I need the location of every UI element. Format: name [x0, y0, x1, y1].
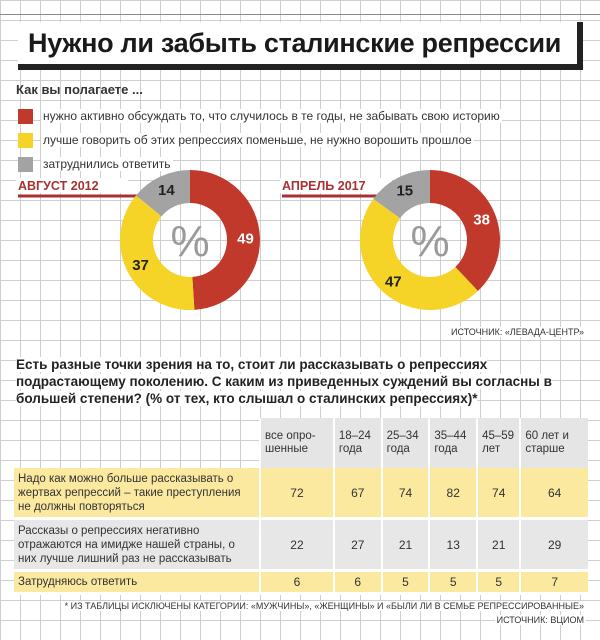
slice-label: 14	[158, 182, 175, 199]
table-row: Рассказы о репрессиях негативно отражают…	[14, 520, 588, 572]
header-blank	[14, 418, 259, 468]
title-box: Нужно ли забыть сталинские репрессии	[18, 22, 583, 70]
legend-swatch-yellow	[18, 132, 33, 148]
legend-swatch-red	[18, 108, 33, 124]
table-row: Надо как можно больше рассказывать о жер…	[14, 468, 588, 520]
table-header-row: все опро-шенные 18–24 года 25–34 года 35…	[14, 418, 588, 468]
legend-swatch-gray	[18, 156, 33, 172]
column-header: 60 лет и старше	[519, 418, 588, 468]
pie-slice	[119, 195, 195, 310]
table-cell: 5	[380, 572, 429, 595]
table-cell: 6	[259, 572, 333, 595]
table-cell: 5	[428, 572, 477, 595]
legend-item-discuss: нужно активно обсуждать то, что случилос…	[18, 104, 502, 128]
legend-label: нужно активно обсуждать то, что случилос…	[41, 109, 502, 123]
column-header: 18–24 года	[332, 418, 381, 468]
legend-label: лучше говорить об этих репрессиях помень…	[41, 133, 474, 147]
pie-slice	[373, 170, 430, 219]
survey-table: все опро-шенные 18–24 года 25–34 года 35…	[14, 418, 588, 595]
title-bg	[16, 178, 128, 193]
legend: нужно активно обсуждать то, что случилос…	[18, 104, 502, 176]
table-footnote: * ИЗ ТАБЛИЦЫ ИСКЛЮЧЕНЫ КАТЕГОРИИ: «МУЖЧИ…	[62, 601, 586, 611]
table-cell: 6	[332, 572, 381, 595]
page-title: Нужно ли забыть сталинские репрессии	[28, 27, 562, 58]
slice-label: 49	[237, 230, 254, 247]
row-label: Надо как можно больше рассказывать о жер…	[14, 468, 259, 520]
row-label: Затрудняюсь ответить	[14, 572, 259, 595]
top-rule	[0, 14, 600, 15]
question-text: Как вы полагаете ...	[16, 82, 143, 97]
table-cell: 74	[476, 468, 520, 520]
source-levada: ИСТОЧНИК: «ЛЕВАДА-ЦЕНТР»	[449, 327, 586, 337]
slice-label: 47	[385, 274, 402, 291]
percent-sign: %	[170, 217, 209, 266]
legend-label: затруднились ответить	[41, 157, 173, 171]
table-cell: 7	[519, 572, 588, 595]
table-cell: 64	[519, 468, 588, 520]
table-cell: 21	[476, 520, 520, 572]
table-cell: 67	[332, 468, 381, 520]
table-row: Затрудняюсь ответить 6 6 5 5 5 7	[14, 572, 588, 595]
percent-sign: %	[410, 217, 449, 266]
slice-label: 15	[396, 183, 413, 200]
pie-slice	[359, 198, 478, 311]
column-header: 25–34 года	[380, 418, 429, 468]
pie-slice	[430, 170, 500, 292]
title-bg	[280, 178, 392, 193]
table-cell: 27	[332, 520, 381, 572]
table-cell: 13	[428, 520, 477, 572]
slice-label: 37	[132, 257, 149, 274]
column-header: 45–59 лет	[476, 418, 520, 468]
table-cell: 72	[259, 468, 333, 520]
column-header: все опро-шенные	[259, 418, 333, 468]
pie-slice	[190, 170, 261, 310]
pie-slice	[136, 170, 190, 217]
legend-item-unsure: затруднились ответить	[18, 152, 502, 176]
source-vciom: ИСТОЧНИК: ВЦИОМ	[494, 615, 586, 625]
table-cell: 82	[428, 468, 477, 520]
pie-title: АПРЕЛЬ 2017	[282, 179, 366, 193]
row-label: Рассказы о репрессиях негативно отражают…	[14, 520, 259, 572]
donut-charts: АВГУСТ 2012 49 37 14% АПРЕЛЬ 2017 38 47 15%	[16, 170, 500, 311]
table-cell: 22	[259, 520, 333, 572]
table-cell: 29	[519, 520, 588, 572]
table-cell: 21	[380, 520, 429, 572]
table-cell: 74	[380, 468, 429, 520]
table-question-text: Есть разные точки зрения на то, стоит ли…	[16, 357, 552, 406]
pie-title: АВГУСТ 2012	[18, 179, 99, 193]
table-question: Есть разные точки зрения на то, стоит ли…	[16, 356, 581, 407]
slice-label: 38	[473, 212, 490, 229]
column-header: 35–44 года	[428, 418, 477, 468]
legend-item-forget: лучше говорить об этих репрессиях помень…	[18, 128, 502, 152]
table-cell: 5	[476, 572, 520, 595]
